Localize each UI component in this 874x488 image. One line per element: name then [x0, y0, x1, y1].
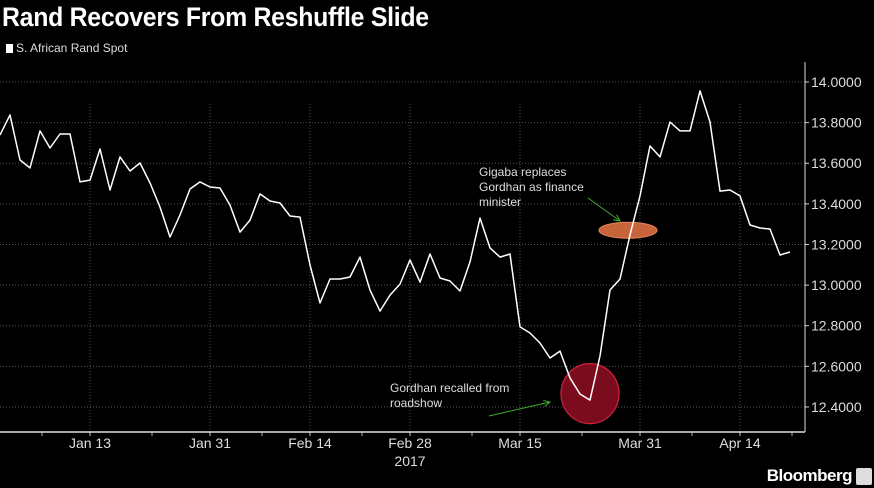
- annotation-gordhan-recalled: Gordhan recalled from roadshow: [390, 381, 509, 411]
- bloomberg-logo: Bloomberg: [766, 466, 853, 485]
- y-tick-label: 14.0000: [811, 74, 862, 90]
- y-tick-label: 13.4000: [811, 196, 862, 212]
- y-tick-label: 12.4000: [811, 399, 862, 415]
- annotation-ellipse-marker: [598, 221, 658, 239]
- x-tick-label: Mar 15: [498, 435, 542, 451]
- x-axis-year-label: 2017: [394, 453, 425, 469]
- x-tick-label: Jan 31: [189, 435, 231, 451]
- annotation-line: Gordhan recalled from: [390, 381, 510, 395]
- x-tick-label: Feb 28: [388, 435, 432, 451]
- annotation-line: Gigaba replaces: [479, 165, 567, 179]
- annotation-arrow-gordhan-head: [543, 399, 552, 407]
- chart-title: Rand Recovers From Reshuffle Slide: [2, 2, 429, 32]
- legend-label: S. African Rand Spot: [16, 41, 128, 55]
- y-tick-label: 13.8000: [811, 115, 862, 131]
- y-tick-label: 12.6000: [811, 358, 862, 374]
- x-tick-label: Apr 14: [719, 435, 760, 451]
- legend-swatch: [6, 43, 13, 53]
- y-tick-label: 12.8000: [811, 318, 862, 334]
- annotation-line: minister: [479, 195, 522, 209]
- y-tick-label: 13.2000: [811, 236, 862, 252]
- x-tick-label: Mar 31: [618, 435, 662, 451]
- legend: S. African Rand Spot: [6, 41, 127, 55]
- annotation-line: roadshow: [390, 396, 443, 410]
- series-line: [0, 90, 791, 401]
- y-tick-label: 13.6000: [811, 155, 862, 171]
- annotation-arrow-gordhan: [488, 401, 551, 417]
- y-tick-label: 13.0000: [811, 277, 862, 293]
- annotation-arrow-gigaba: [587, 197, 621, 222]
- annotation-arrow-gigaba-head: [613, 214, 621, 222]
- x-tick-label: Jan 13: [69, 435, 111, 451]
- annotation-circle-marker: [560, 363, 620, 425]
- x-tick-label: Feb 14: [288, 435, 332, 451]
- bloomberg-terminal-icon: [856, 468, 872, 485]
- annotation-line: Gordhan as finance: [479, 180, 584, 194]
- annotation-gigaba: Gigaba replaces Gordhan as finance minis…: [479, 165, 584, 210]
